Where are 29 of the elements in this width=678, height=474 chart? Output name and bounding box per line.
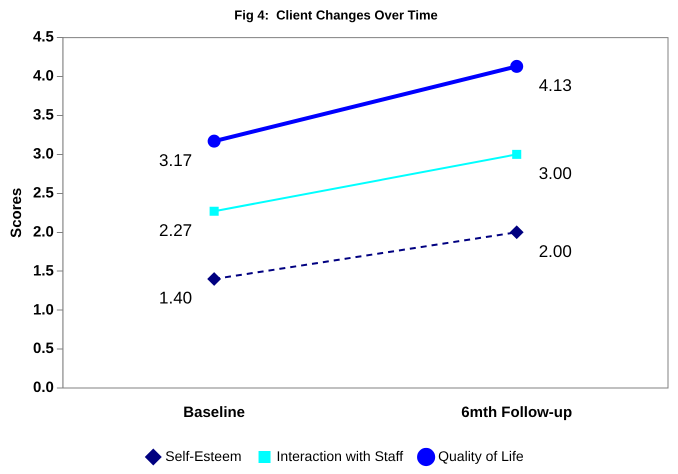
y-tick-label: 1.0 <box>32 301 54 318</box>
data-label: 2.00 <box>538 242 572 261</box>
data-label: 1.40 <box>159 288 192 308</box>
legend-label: Interaction with Staff <box>276 448 404 464</box>
y-tick-label: 0.5 <box>32 340 54 358</box>
chart-title: Fig 4: Client Changes Over Time <box>234 7 438 22</box>
x-tick-label: Baseline <box>183 404 245 422</box>
y-axis-title: Scores <box>8 188 26 238</box>
x-tick-label: 6mth Follow-up <box>461 404 572 422</box>
y-tick-label: 4.5 <box>32 28 54 46</box>
legend-label: Quality of Life <box>438 448 524 464</box>
y-tick-label: 2.0 <box>32 223 54 240</box>
legend-label: Self-Esteem <box>165 448 242 464</box>
data-label: 2.27 <box>159 220 192 240</box>
data-label: 3.17 <box>159 150 192 170</box>
point <box>208 134 221 148</box>
y-tick-label: 4.0 <box>32 68 54 85</box>
data-label: 4.13 <box>538 76 572 96</box>
point <box>208 272 221 286</box>
y-tick-label: 3.0 <box>32 146 54 163</box>
point <box>210 206 219 216</box>
point <box>510 226 524 239</box>
point <box>510 60 524 73</box>
point <box>512 150 522 159</box>
data-label: 3.00 <box>538 164 572 184</box>
y-tick-label: 3.5 <box>32 106 54 124</box>
y-tick-label: 1.5 <box>32 262 54 280</box>
y-tick-label: 2.5 <box>32 184 54 202</box>
y-tick-label: 0.0 <box>32 379 54 396</box>
